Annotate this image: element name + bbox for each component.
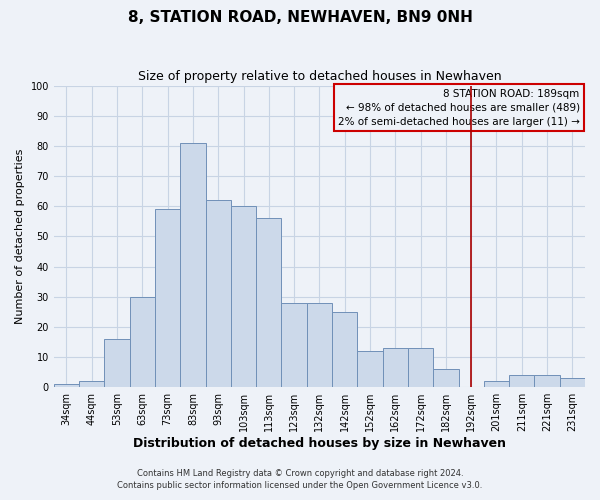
Bar: [130, 296, 155, 387]
Text: Contains HM Land Registry data © Crown copyright and database right 2024.
Contai: Contains HM Land Registry data © Crown c…: [118, 469, 482, 490]
Bar: [560, 378, 585, 387]
Bar: [180, 143, 206, 387]
Bar: [79, 381, 104, 387]
Bar: [281, 302, 307, 387]
Bar: [509, 375, 535, 387]
Bar: [206, 200, 231, 387]
Bar: [535, 375, 560, 387]
Bar: [332, 312, 358, 387]
Bar: [433, 369, 458, 387]
Bar: [104, 339, 130, 387]
Bar: [358, 351, 383, 387]
Y-axis label: Number of detached properties: Number of detached properties: [15, 148, 25, 324]
Bar: [256, 218, 281, 387]
Bar: [307, 302, 332, 387]
Text: 8, STATION ROAD, NEWHAVEN, BN9 0NH: 8, STATION ROAD, NEWHAVEN, BN9 0NH: [128, 10, 472, 25]
Bar: [231, 206, 256, 387]
Bar: [408, 348, 433, 387]
X-axis label: Distribution of detached houses by size in Newhaven: Distribution of detached houses by size …: [133, 437, 506, 450]
Bar: [484, 381, 509, 387]
Text: 8 STATION ROAD: 189sqm
← 98% of detached houses are smaller (489)
2% of semi-det: 8 STATION ROAD: 189sqm ← 98% of detached…: [338, 88, 580, 126]
Bar: [155, 209, 180, 387]
Bar: [54, 384, 79, 387]
Bar: [383, 348, 408, 387]
Title: Size of property relative to detached houses in Newhaven: Size of property relative to detached ho…: [137, 70, 501, 83]
